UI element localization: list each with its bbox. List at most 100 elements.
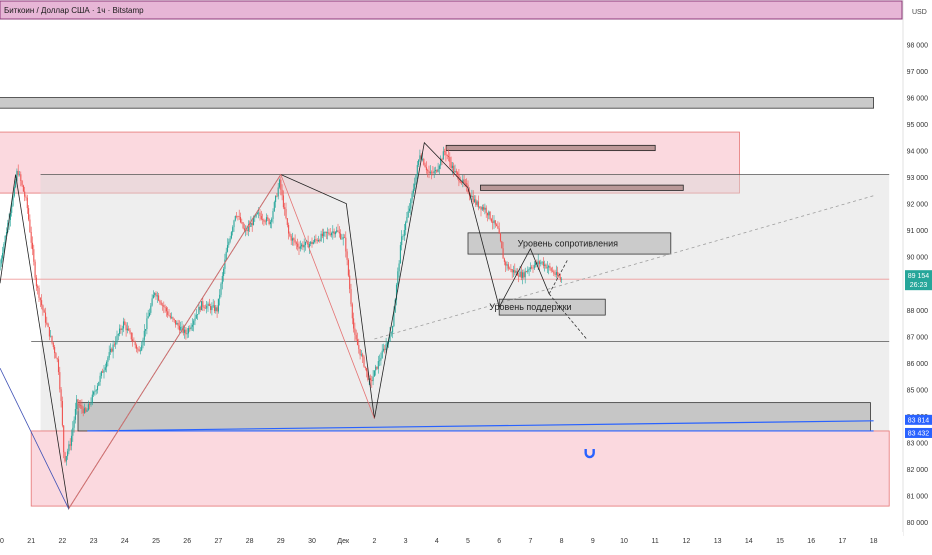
candle-body	[434, 170, 437, 172]
candle-body	[70, 435, 73, 446]
candle-body	[2, 252, 4, 259]
candle-body	[255, 213, 257, 217]
candle-body	[263, 219, 265, 222]
candle-body	[528, 268, 530, 270]
candle-body	[320, 233, 322, 241]
candle-body	[502, 248, 504, 259]
candle-body	[330, 232, 333, 236]
candle-body	[42, 305, 44, 311]
candle-body	[338, 231, 340, 234]
zone-resist-small-1[interactable]	[445, 144, 656, 152]
candle-body	[531, 267, 533, 269]
y-tick-label: 82 000	[907, 467, 929, 474]
candle-body	[498, 228, 500, 234]
candle-body	[103, 369, 105, 373]
level-value: 83 432	[908, 430, 930, 437]
candle-body	[98, 381, 100, 386]
candle-body	[135, 345, 138, 349]
support-label: Уровень поддержки	[489, 302, 571, 312]
y-tick-label: 81 000	[907, 493, 929, 500]
candle-body	[514, 270, 516, 273]
candle-body	[243, 228, 245, 231]
candle-body	[125, 324, 127, 331]
candle-body	[493, 220, 495, 223]
candle-body	[150, 305, 152, 313]
candle-body	[250, 222, 252, 227]
resistance-label: Уровень сопротивления	[518, 238, 618, 248]
candle-body	[410, 199, 412, 209]
candle-body	[445, 151, 447, 156]
x-tick-label: 20	[0, 538, 4, 545]
candle-body	[285, 209, 287, 219]
candle-body	[444, 151, 446, 152]
candle-body	[208, 303, 210, 307]
zone-support-gray-box[interactable]	[77, 402, 871, 432]
candle-body	[325, 231, 327, 234]
candle-body	[242, 222, 244, 229]
x-tick-label: 14	[745, 538, 753, 545]
candle-body	[314, 239, 316, 242]
candle-body	[323, 232, 325, 237]
candle-body	[485, 207, 487, 213]
projection-up-arrow[interactable]	[548, 259, 569, 295]
x-tick-label: 29	[277, 538, 285, 545]
dotted-trend-line[interactable]	[374, 195, 874, 340]
price-axis[interactable]	[903, 0, 932, 536]
candle-body	[457, 172, 459, 175]
candle-body	[195, 314, 197, 319]
x-tick-label: Дек	[337, 538, 350, 545]
candle-body	[505, 261, 507, 266]
candle-body	[558, 276, 560, 278]
candle-body	[559, 277, 561, 280]
candle-body	[423, 159, 425, 165]
zone-lower-pink-zone[interactable]	[30, 430, 890, 507]
candle-body	[50, 335, 52, 337]
zone-resistance-box[interactable]	[467, 232, 672, 255]
candle-body	[442, 151, 444, 160]
candle-body	[351, 304, 353, 319]
candle-body	[74, 409, 76, 420]
candle-body	[366, 368, 368, 372]
time-axis[interactable]	[0, 532, 903, 550]
candle-body	[148, 312, 151, 317]
candle-body	[17, 170, 19, 175]
zone-top-gray-bar[interactable]	[0, 97, 875, 109]
candle-body	[436, 170, 438, 172]
candle-body	[124, 321, 126, 325]
candle-body	[91, 394, 93, 403]
candle-body	[210, 306, 212, 311]
zone-upper-pink-zone[interactable]	[0, 131, 740, 194]
candle-body	[54, 347, 56, 354]
zone-wide-gray-range[interactable]	[40, 174, 890, 431]
support-trend-line[interactable]	[87, 420, 874, 432]
pink-pattern-line[interactable]	[68, 173, 375, 509]
candle-body	[334, 231, 336, 235]
candle-body	[80, 405, 82, 406]
candle-body	[56, 358, 58, 360]
current-price-value: 89 154	[908, 273, 930, 280]
candle-body	[303, 245, 305, 248]
candle-body	[106, 361, 108, 368]
candle-body	[156, 295, 158, 297]
candle-body	[353, 318, 355, 329]
candle-body	[109, 348, 112, 353]
candle-body	[39, 297, 41, 301]
x-tick-label: 3	[404, 538, 408, 545]
y-tick-label: 90 000	[907, 255, 929, 262]
candle-body	[267, 217, 269, 219]
symbol-header-bar[interactable]	[0, 0, 903, 20]
candle-body	[510, 269, 512, 270]
candle-body	[211, 306, 213, 311]
y-tick-label: 92 000	[907, 202, 929, 209]
candle-body	[102, 371, 104, 373]
candle-body	[83, 408, 86, 413]
candle-body	[429, 171, 431, 174]
magnet-icon[interactable]	[584, 449, 595, 459]
level-value: 83 814	[908, 417, 930, 424]
candle-body	[180, 327, 182, 331]
candle-body	[471, 195, 473, 198]
zone-resist-small-2[interactable]	[480, 184, 684, 191]
blue-decline-line[interactable]	[0, 367, 69, 509]
